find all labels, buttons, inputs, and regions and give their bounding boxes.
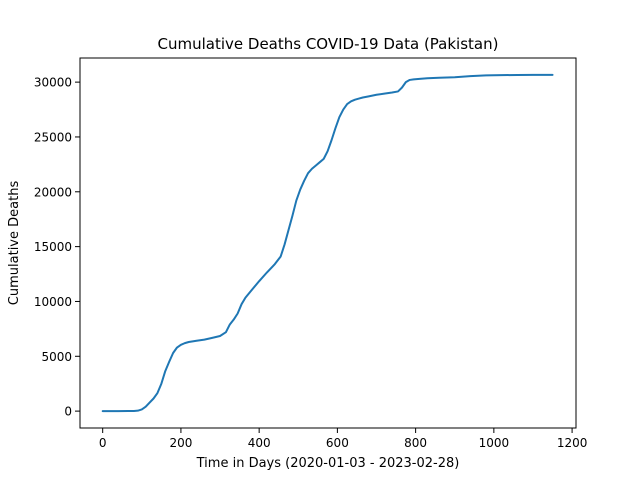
x-tick-label: 600	[326, 436, 349, 450]
x-tick-label: 200	[169, 436, 192, 450]
y-tick-label: 20000	[34, 185, 72, 199]
y-tick-label: 0	[64, 405, 72, 419]
y-tick-label: 15000	[34, 240, 72, 254]
y-tick-label: 10000	[34, 295, 72, 309]
x-axis: 0 200 400 600 800 1000 1200	[99, 428, 587, 450]
axes-frame	[79, 57, 577, 429]
y-tick-label: 30000	[34, 76, 72, 90]
plot-area	[101, 73, 554, 413]
y-tick-label: 25000	[34, 130, 72, 144]
y-axis-label: Cumulative Deaths	[7, 181, 22, 306]
y-axis: 0 5000 10000 15000 20000 25000 30000	[34, 76, 80, 419]
x-tick-label: 400	[248, 436, 271, 450]
x-tick-label: 800	[404, 436, 427, 450]
series-line-cumulative-deaths	[101, 73, 554, 413]
x-tick-label: 0	[99, 436, 107, 450]
x-tick-label: 1200	[557, 436, 588, 450]
x-tick-label: 1000	[479, 436, 510, 450]
y-tick-label: 5000	[41, 350, 72, 364]
chart-title: Cumulative Deaths COVID-19 Data (Pakista…	[158, 35, 499, 53]
x-axis-label: Time in Days (2020-01-03 - 2023-02-28)	[196, 456, 460, 471]
